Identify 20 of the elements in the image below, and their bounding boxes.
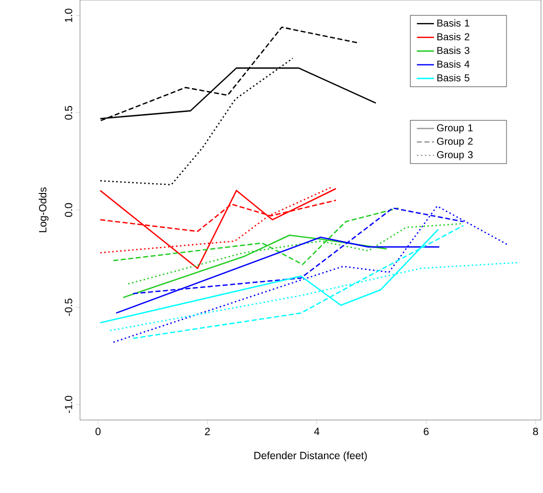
x-tick-label: 6 bbox=[424, 428, 429, 436]
x-axis-title: Defender Distance (feet) bbox=[254, 452, 367, 462]
y-tick-label: 1.0 bbox=[64, 8, 72, 22]
y-tick-label: -1.0 bbox=[64, 396, 72, 413]
legend-label: Group 1 bbox=[437, 124, 473, 134]
legend-label: Basis 4 bbox=[437, 60, 470, 68]
y-tick-label: 0.0 bbox=[64, 203, 72, 217]
legend-label: Group 3 bbox=[437, 151, 473, 160]
legend-label: Basis 5 bbox=[437, 74, 470, 82]
x-tick-label: 4 bbox=[314, 428, 320, 435]
x-tick-label: 2 bbox=[205, 428, 210, 436]
x-tick-label: 0 bbox=[96, 428, 101, 436]
legend-label: Group 2 bbox=[437, 138, 473, 147]
y-tick-label: -0.5 bbox=[64, 298, 72, 316]
x-tick-label: 8 bbox=[533, 428, 538, 436]
legend-label: Basis 1 bbox=[437, 19, 470, 27]
y-tick-label: 0.5 bbox=[64, 106, 72, 120]
legend-label: Basis 3 bbox=[437, 46, 470, 54]
y-axis-title: Log-Odds bbox=[38, 187, 48, 232]
legend-label: Basis 2 bbox=[437, 32, 470, 40]
